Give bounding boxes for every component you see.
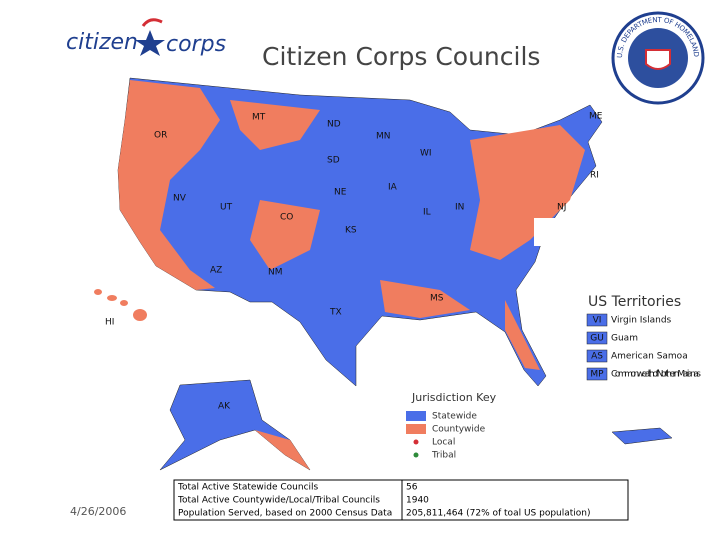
territory-name: Virgin Islands	[611, 316, 672, 326]
territory-name: American Samoa	[611, 352, 688, 362]
state-label: AK	[218, 402, 231, 412]
summary-table: Total Active Statewide Councils 56 Total A…	[173, 479, 629, 521]
countywide-southwest	[250, 200, 320, 270]
key-label: Local	[432, 438, 455, 448]
territory-badge	[586, 349, 608, 363]
puerto-rico	[611, 427, 673, 445]
key-swatch	[406, 424, 426, 434]
state-label: NJ	[557, 203, 566, 213]
key-dot	[413, 439, 419, 445]
territory-badge	[586, 313, 608, 327]
state-label: WI	[420, 149, 432, 159]
hawaii-island	[120, 300, 128, 306]
territory-badge	[586, 367, 608, 381]
state-label: NM	[268, 268, 283, 278]
state-label: KS	[345, 226, 357, 236]
state-label: MT	[252, 113, 266, 123]
state-label: OR	[154, 131, 167, 141]
countywide-west	[118, 80, 220, 290]
territory-code: GU	[590, 334, 604, 344]
key-dot	[413, 452, 419, 458]
hawaii-island	[94, 289, 102, 295]
state-label: AZ	[210, 266, 222, 276]
seal-shield	[645, 49, 671, 70]
territory-list: VI Virgin Islands GU Guam AS American Samoa MP…	[586, 313, 701, 381]
countywide-east	[470, 125, 585, 260]
territory-code: MP	[590, 370, 604, 380]
state-label: MN	[376, 132, 391, 142]
countywide-south	[380, 280, 470, 318]
key-label: Statewide	[432, 412, 477, 422]
title: Citizen Corps Councils	[262, 42, 540, 71]
state-label: ND	[327, 120, 341, 130]
countywide-north	[230, 100, 320, 150]
table-rows: Total Active Statewide Councils 56 Total A…	[177, 483, 591, 519]
territory-code: VI	[593, 316, 602, 326]
hawaii-island	[107, 295, 117, 301]
territory-name: Commonwealth of Northern Marianas	[611, 370, 701, 380]
territories: US Territories VI Virgin Islands GU Guam AS A…	[586, 294, 701, 381]
key-label: Countywide	[432, 425, 486, 435]
table-cell: Population Served, based on 2000 Census …	[178, 509, 392, 519]
alaska-countywide	[255, 430, 310, 470]
jurisdiction-key: Jurisdiction Key Statewide Countywide Loca…	[400, 388, 512, 470]
state-label: UT	[220, 203, 233, 213]
key-list: Statewide Countywide Local Tribal	[406, 411, 486, 461]
logo-right: corps	[166, 32, 226, 57]
date: 4/26/2006	[70, 505, 126, 518]
territories-title: US Territories	[588, 294, 681, 310]
table-cell: 56	[406, 483, 418, 493]
table-cell: Total Active Statewide Councils	[177, 483, 319, 493]
state-label: ME	[589, 112, 603, 122]
territory-code: AS	[591, 352, 603, 362]
countywide-florida	[505, 300, 540, 370]
state-label: SD	[327, 156, 340, 166]
map	[94, 77, 673, 471]
state-label: NE	[334, 188, 347, 198]
state-label: IN	[455, 203, 464, 213]
state-labels: MT ND MN OR SD WI NE IA NV UT CO KS IL IN AZ NM MS TX ME RI…	[105, 112, 603, 412]
state-label: MS	[430, 294, 444, 304]
table-border	[173, 479, 629, 521]
logo-left: citizen	[66, 30, 138, 55]
hawaii-island	[133, 309, 147, 321]
key-swatch	[406, 411, 426, 421]
key-label: Tribal	[431, 451, 456, 461]
table-cell: 205,811,464 (72% of toal US population)	[406, 509, 591, 519]
state-label: IA	[388, 183, 398, 193]
logo-star	[135, 30, 165, 56]
state-label: CO	[280, 213, 293, 223]
map-gap	[534, 218, 580, 246]
state-label: HI	[105, 318, 114, 328]
state-label: TX	[329, 308, 342, 318]
logo-swoosh	[141, 18, 163, 27]
hawaii	[94, 289, 147, 321]
territory-badge	[586, 331, 608, 345]
table-cell: Total Active Countywide/Local/Tribal Cou…	[177, 496, 380, 506]
state-label: IL	[423, 208, 431, 218]
table-cell: 1940	[406, 496, 429, 506]
key-title: Jurisdiction Key	[411, 391, 497, 404]
territory-name: Guam	[611, 334, 638, 344]
state-label: NV	[173, 194, 187, 204]
state-label: RI	[590, 171, 599, 181]
